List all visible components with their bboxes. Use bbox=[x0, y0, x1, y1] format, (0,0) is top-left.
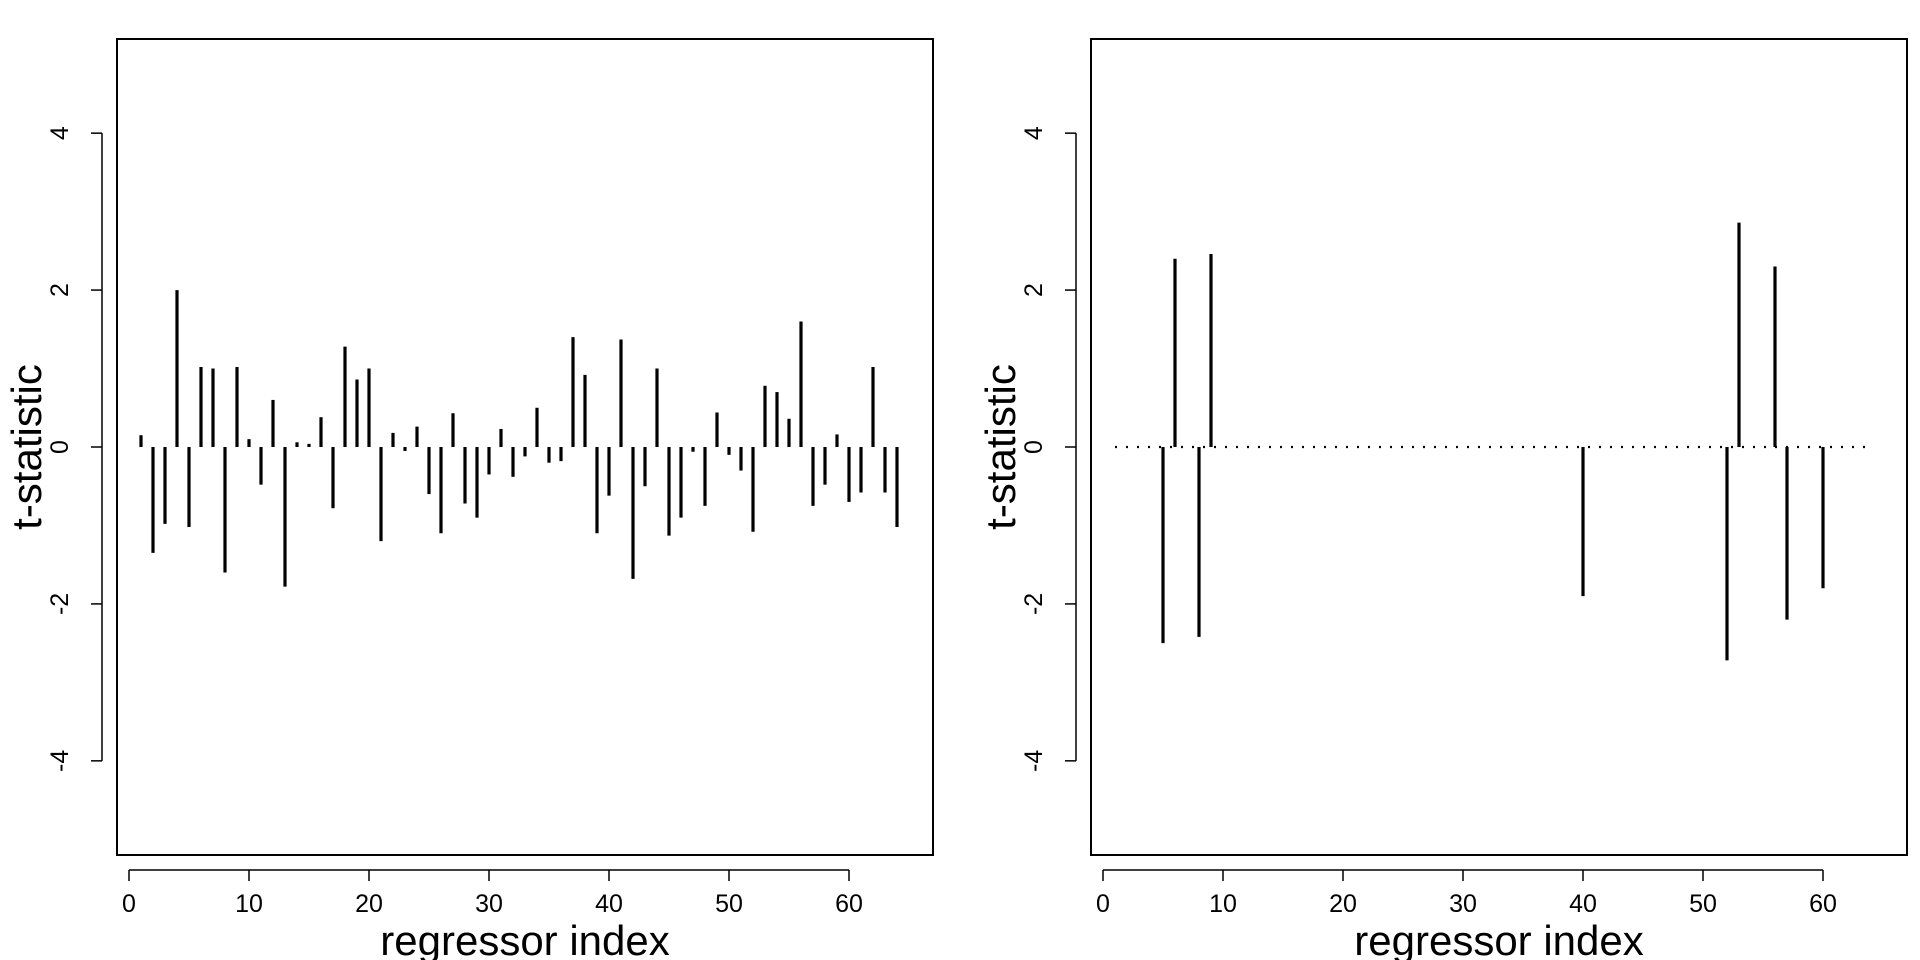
y-tick-label: -4 bbox=[46, 750, 74, 772]
x-tick-label: 10 bbox=[235, 890, 263, 918]
x-tick-label: 40 bbox=[595, 890, 623, 918]
x-tick-label: 50 bbox=[1689, 890, 1717, 918]
y-tick-label: 2 bbox=[46, 283, 74, 297]
x-tick-label: 20 bbox=[1329, 890, 1357, 918]
y-tick-label: -4 bbox=[1020, 750, 1048, 772]
x-tick-label: 60 bbox=[1809, 890, 1837, 918]
x-tick-label: 30 bbox=[475, 890, 503, 918]
y-tick-label: 2 bbox=[1020, 283, 1048, 297]
y-axis-title: t-statistic bbox=[977, 364, 1024, 530]
x-tick-label: 40 bbox=[1569, 890, 1597, 918]
y-tick-label: -2 bbox=[46, 593, 74, 615]
x-tick-label: 10 bbox=[1209, 890, 1237, 918]
x-axis-title: regressor index bbox=[380, 917, 669, 960]
x-tick-label: 20 bbox=[355, 890, 383, 918]
y-tick-label: 0 bbox=[1020, 440, 1048, 454]
x-axis-title: regressor index bbox=[1354, 917, 1643, 960]
y-axis-title: t-statistic bbox=[3, 364, 50, 530]
chart-panel-2: 0 10 20 30 40 50 60 -4 -2 0 2 4 regressor index t-sta… bbox=[977, 38, 1908, 960]
y-tick-label: 4 bbox=[1020, 126, 1048, 140]
y-tick-label: 4 bbox=[46, 126, 74, 140]
x-tick-label: 60 bbox=[835, 890, 863, 918]
chart-panel-1: 0 10 20 30 40 50 60 -4 -2 0 2 4 regressor index t-sta… bbox=[3, 38, 934, 960]
y-tick-label: -2 bbox=[1020, 593, 1048, 615]
x-tick-label: 0 bbox=[122, 890, 136, 918]
plot-frame bbox=[1090, 38, 1908, 856]
x-tick-label: 0 bbox=[1096, 890, 1110, 918]
plot-frame bbox=[116, 38, 934, 856]
x-tick-label: 30 bbox=[1449, 890, 1477, 918]
y-tick-label: 0 bbox=[46, 440, 74, 454]
x-tick-label: 50 bbox=[715, 890, 743, 918]
